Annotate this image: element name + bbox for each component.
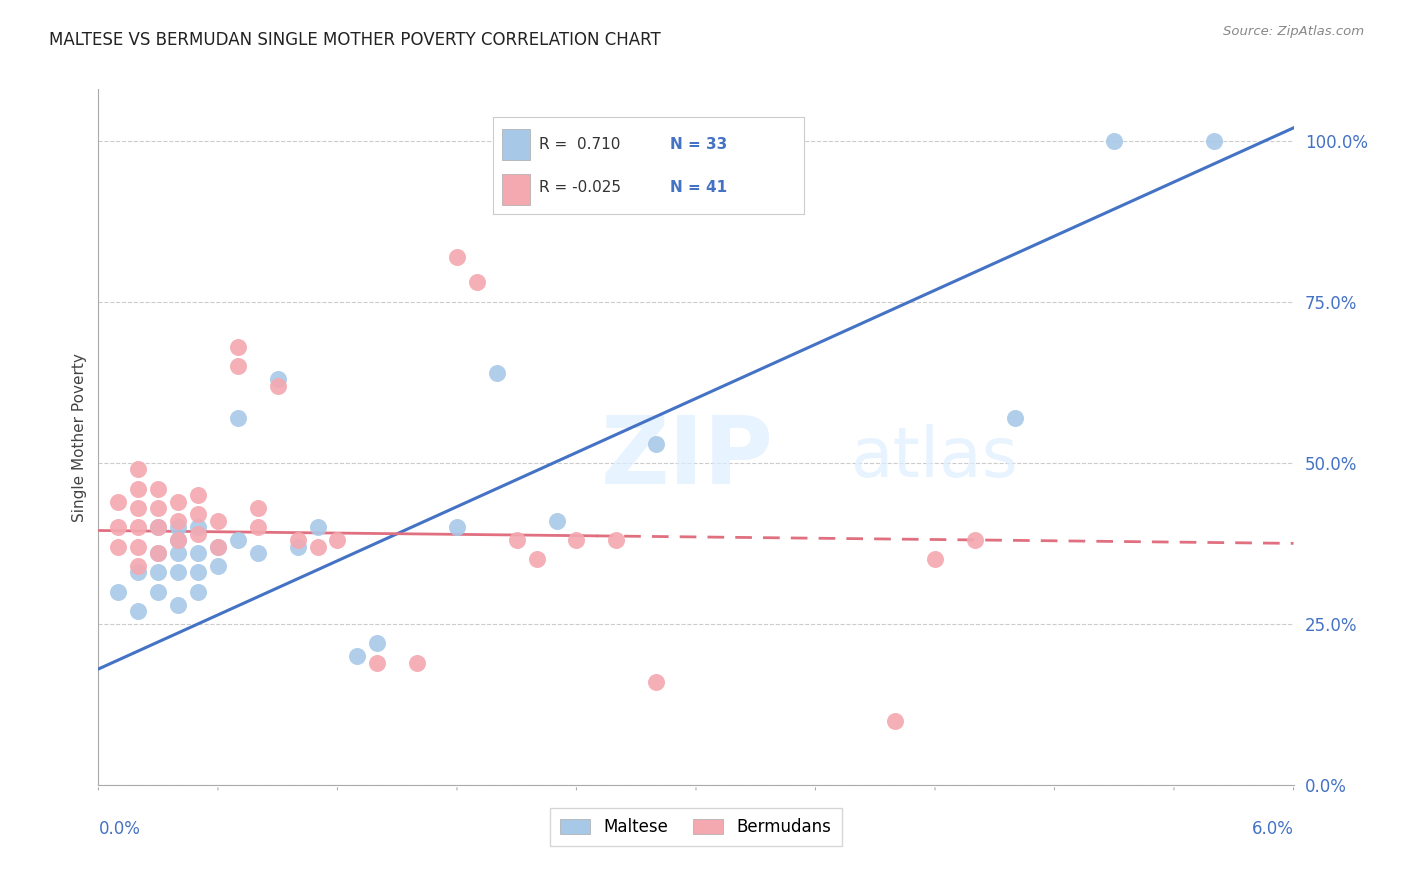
Legend: Maltese, Bermudans: Maltese, Bermudans: [550, 808, 842, 847]
Point: [267, 378, 290, 392]
Point: [167, 494, 190, 508]
Point: [107, 494, 129, 508]
Point: [207, 514, 229, 528]
Point: [167, 514, 190, 528]
Point: [207, 540, 229, 554]
Point: [148, 520, 170, 534]
Point: [924, 552, 946, 566]
Point: [148, 566, 170, 580]
Point: [287, 533, 309, 548]
Point: [167, 520, 190, 534]
Point: [226, 410, 249, 425]
Point: [246, 520, 269, 534]
Point: [307, 520, 329, 534]
Point: [127, 566, 149, 580]
Point: [645, 436, 668, 450]
Point: [148, 546, 170, 560]
Text: atlas: atlas: [852, 425, 1019, 491]
Point: [148, 584, 170, 599]
Text: Source: ZipAtlas.com: Source: ZipAtlas.com: [1223, 25, 1364, 38]
Point: [465, 276, 488, 290]
Point: [127, 604, 149, 618]
Point: [127, 482, 149, 496]
Point: [506, 533, 529, 548]
Point: [167, 546, 190, 560]
Point: [446, 520, 468, 534]
Point: [127, 520, 149, 534]
Point: [187, 566, 209, 580]
Point: [148, 520, 170, 534]
Point: [187, 546, 209, 560]
Point: [127, 462, 149, 476]
Point: [1004, 410, 1026, 425]
Point: [446, 250, 468, 264]
Point: [406, 656, 429, 670]
Point: [187, 488, 209, 502]
Point: [326, 533, 349, 548]
Point: [207, 540, 229, 554]
Point: [167, 533, 190, 548]
Point: [187, 508, 209, 522]
Point: [884, 714, 907, 728]
Point: [207, 558, 229, 573]
Text: MALTESE VS BERMUDAN SINGLE MOTHER POVERTY CORRELATION CHART: MALTESE VS BERMUDAN SINGLE MOTHER POVERT…: [49, 31, 661, 49]
Point: [246, 546, 269, 560]
Point: [287, 540, 309, 554]
Point: [546, 514, 568, 528]
Point: [605, 533, 627, 548]
Point: [307, 540, 329, 554]
Point: [1104, 134, 1126, 148]
Point: [167, 566, 190, 580]
Point: [187, 584, 209, 599]
Point: [127, 500, 149, 515]
Text: ZIP: ZIP: [600, 412, 773, 504]
Point: [148, 500, 170, 515]
Text: 6.0%: 6.0%: [1251, 821, 1294, 838]
Point: [226, 533, 249, 548]
Point: [127, 558, 149, 573]
Point: [226, 340, 249, 354]
Point: [267, 372, 290, 386]
Point: [485, 366, 508, 380]
Point: [107, 584, 129, 599]
Point: [1202, 134, 1225, 148]
Point: [565, 533, 588, 548]
Point: [107, 540, 129, 554]
Point: [148, 546, 170, 560]
Y-axis label: Single Mother Poverty: Single Mother Poverty: [72, 352, 87, 522]
Point: [526, 552, 548, 566]
Point: [366, 656, 388, 670]
Point: [167, 598, 190, 612]
Point: [645, 674, 668, 689]
Point: [246, 500, 269, 515]
Point: [187, 520, 209, 534]
Point: [167, 533, 190, 548]
Point: [346, 649, 368, 664]
Point: [963, 533, 986, 548]
Point: [127, 540, 149, 554]
Point: [107, 520, 129, 534]
Point: [187, 526, 209, 541]
Point: [226, 359, 249, 374]
Point: [148, 482, 170, 496]
Point: [366, 636, 388, 650]
Text: 0.0%: 0.0%: [98, 821, 141, 838]
